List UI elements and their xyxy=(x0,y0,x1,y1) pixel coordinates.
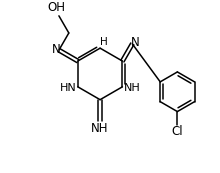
Text: NH: NH xyxy=(124,83,141,93)
Text: NH: NH xyxy=(91,122,109,135)
Text: H: H xyxy=(100,37,108,47)
Text: N: N xyxy=(51,43,60,56)
Text: N: N xyxy=(131,36,140,49)
Text: HN: HN xyxy=(59,83,76,93)
Text: Cl: Cl xyxy=(172,125,183,138)
Text: OH: OH xyxy=(47,1,65,14)
